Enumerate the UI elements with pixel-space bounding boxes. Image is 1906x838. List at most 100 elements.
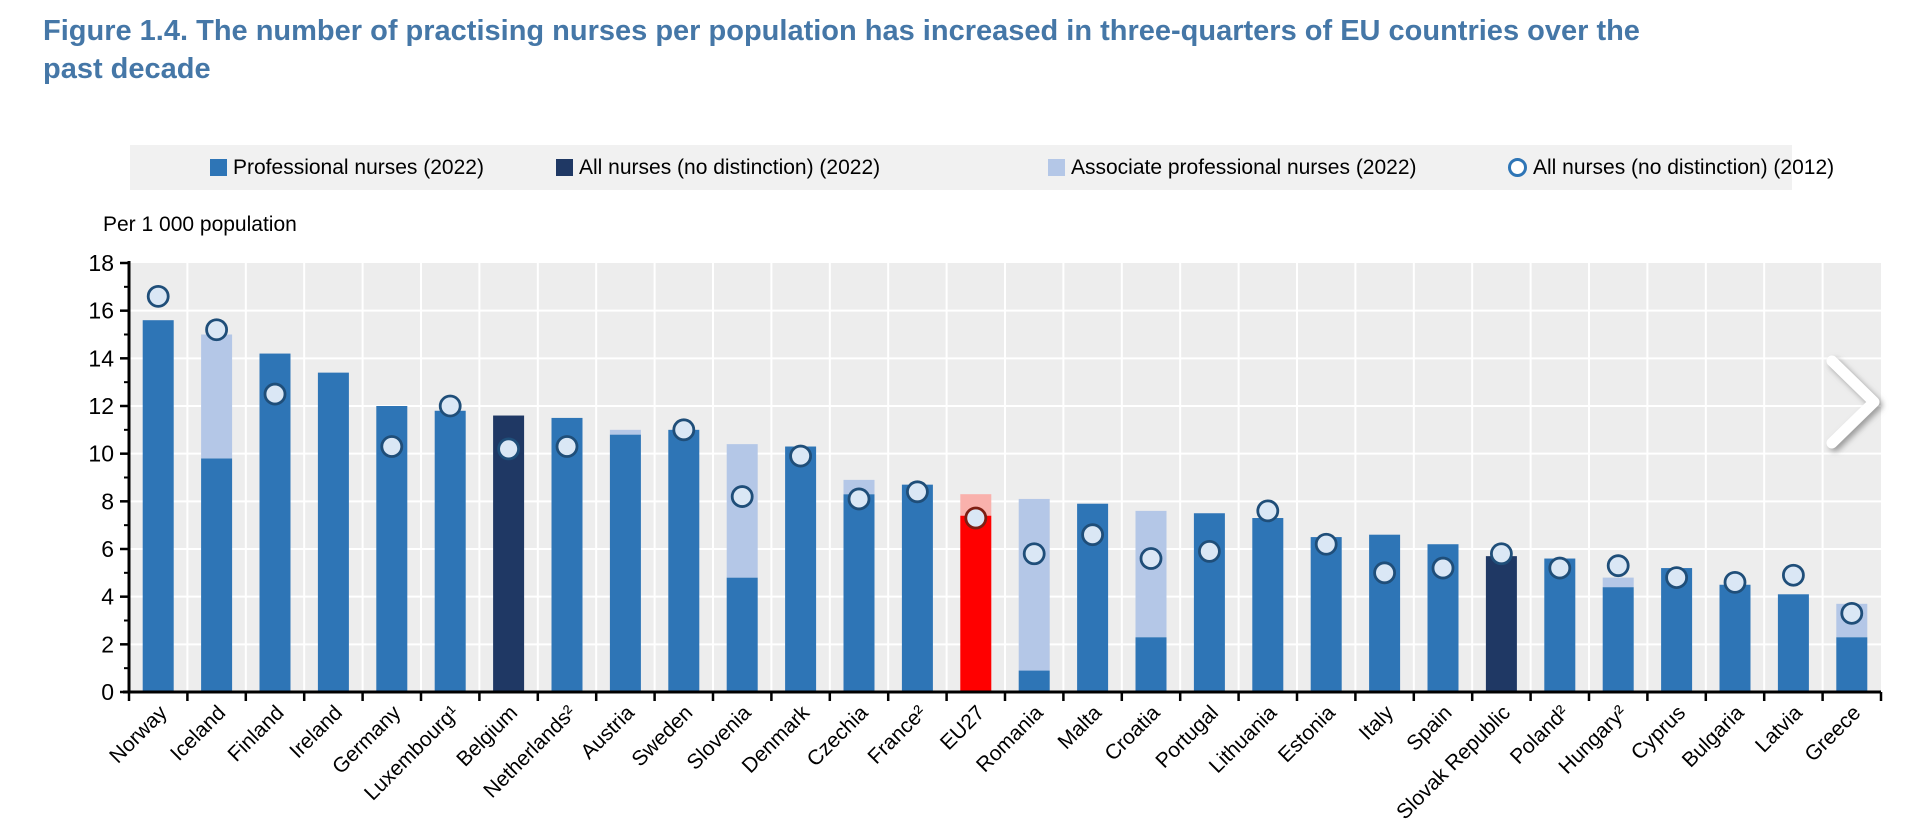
bar-norway [142,320,174,692]
legend-item-2: All nurses (no distinction) (2022) [556,145,880,190]
legend-square-icon [1048,159,1065,176]
y-tick-label-14: 14 [88,345,114,371]
x-label-finland: Finland [224,701,289,766]
bar-bulgaria [1719,584,1751,692]
circle-2012-hungary [1606,554,1630,578]
x-label-eu27: EU27 [936,701,989,754]
y-tick-label-0: 0 [101,679,114,705]
associate-bar-croatia [1135,510,1167,638]
circle-2012-latvia [1782,563,1805,587]
y-tick-label-12: 12 [88,393,114,419]
circle-2012-netherlands [555,435,579,458]
bar-estonia [1310,537,1342,692]
circle-2012-croatia [1139,547,1163,570]
circle-2012-france [906,480,929,504]
circle-2012-slovenia [730,485,754,508]
bar-denmark [785,446,817,692]
bar-croatia [1135,637,1167,692]
chevron-right-icon [1826,355,1880,449]
bar-poland [1544,558,1576,692]
x-label-iceland: Iceland [166,701,230,765]
associate-bar-hungary [1602,577,1634,588]
legend-label: Associate professional nurses (2022) [1071,155,1417,179]
bar-slovenia [726,577,758,692]
y-tick-label-6: 6 [101,536,114,562]
circle-2012-norway [146,284,170,308]
circle-2012-romania [1022,542,1046,566]
x-label-bulgaria: Bulgaria [1678,701,1749,772]
bar-finland [259,353,291,692]
y-tick-label-8: 8 [101,488,114,514]
bar-latvia [1777,594,1809,692]
bar-luxembourg [434,410,466,692]
circle-2012-lithuania [1256,499,1280,523]
circle-2012-eu27 [964,506,988,530]
associate-bar-austria [609,429,641,435]
circle-2012-malta [1081,523,1104,547]
x-label-latvia: Latvia [1751,701,1807,757]
carousel-next-button[interactable] [1822,352,1886,452]
circle-2012-iceland [205,318,229,342]
all-nurses-bar-belgium [493,415,525,692]
bar-netherlands [551,417,583,692]
circle-2012-denmark [789,444,812,468]
circle-2012-bulgaria [1723,570,1747,594]
legend-open-circle-icon [1508,158,1527,177]
circle-2012-slovak-republic [1490,542,1513,566]
all-nurses-bar-slovak-republic [1485,556,1517,692]
circle-2012-portugal [1198,539,1221,563]
figure-title-line1: Figure 1.4. The number of practising nur… [43,15,1640,47]
x-label-spain: Spain [1402,701,1456,755]
legend-label: All nurses (no distinction) (2022) [579,155,881,179]
bar-france [901,484,933,692]
figure-title-line2: past decade [43,53,211,85]
bar-czechia [843,494,875,692]
chart-legend: Professional nurses (2022) All nurses (no… [130,145,1834,190]
legend-item-1: Professional nurses (2022) [210,145,484,190]
legend-item-4: All nurses (no distinction) (2012) [1508,145,1834,190]
associate-bar-romania [1018,498,1050,671]
y-tick-label-18: 18 [88,250,114,276]
bar-eu27 [960,515,992,692]
x-label-czechia: Czechia [803,701,873,771]
y-tick-label-16: 16 [88,298,114,324]
circle-2012-sweden [672,418,696,442]
x-label-france: France² [864,701,931,768]
circle-2012-estonia [1314,532,1338,556]
legend-square-icon [556,159,573,176]
legend-label: Professional nurses (2022) [233,155,484,179]
bar-ireland [317,372,349,692]
circle-2012-finland [263,382,287,406]
x-label-italy: Italy [1355,701,1399,745]
y-tick-label-2: 2 [101,631,114,657]
y-tick-label-4: 4 [101,584,114,610]
circle-2012-poland [1548,556,1572,580]
x-label-greece: Greece [1800,701,1865,766]
figure-title: Figure 1.4. The number of practising nur… [43,12,1883,88]
legend-item-3: Associate professional nurses (2022) [1048,145,1417,190]
bar-austria [609,434,641,692]
legend-square-icon [210,159,227,176]
bar-hungary [1602,587,1634,692]
bar-romania [1018,670,1050,692]
bar-greece [1836,637,1868,692]
x-label-estonia: Estonia [1274,701,1340,767]
circle-2012-greece [1840,601,1864,625]
y-tick-label-10: 10 [88,441,114,467]
bar-italy [1369,534,1401,692]
legend-label: All nurses (no distinction) (2012) [1533,155,1835,179]
circle-2012-belgium [497,437,521,461]
x-label-malta: Malta [1054,701,1107,754]
bar-sweden [668,429,700,692]
circle-2012-cyprus [1665,566,1688,589]
x-label-norway: Norway [105,701,172,768]
circle-2012-spain [1431,556,1455,580]
bar-iceland [201,458,233,692]
associate-bar-iceland [201,334,233,459]
bar-lithuania [1252,518,1284,692]
associate-bar-slovenia [726,444,758,578]
y-axis-unit-label: Per 1 000 population [103,213,297,236]
circle-2012-italy [1373,561,1396,585]
circle-2012-germany [380,435,404,458]
